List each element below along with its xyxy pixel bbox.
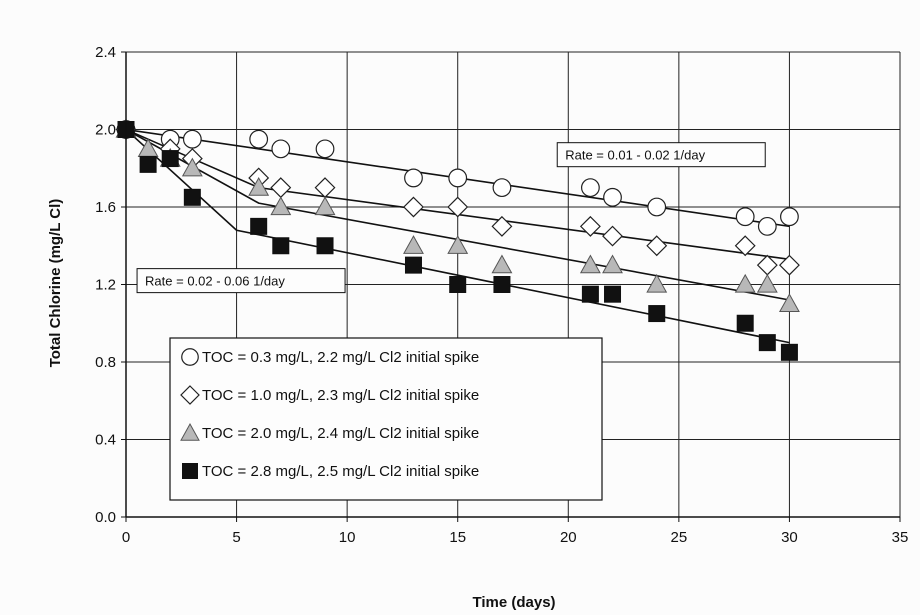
- data-point-series-1: [404, 168, 423, 188]
- legend-entry: TOC = 2.0 mg/L, 2.4 mg/L Cl2 initial spi…: [180, 422, 479, 442]
- data-point-series-2: [646, 235, 668, 257]
- data-point-series-2: [491, 215, 513, 237]
- data-point-series-3: [491, 254, 513, 274]
- y-tick-label: 1.6: [95, 199, 116, 216]
- rate-annotation: Rate = 0.02 - 0.06 1/day: [136, 268, 346, 294]
- x-tick-label: 15: [449, 529, 466, 546]
- data-point-series-3: [270, 196, 292, 216]
- y-tick-label: 2.0: [95, 122, 116, 139]
- data-point-series-4: [272, 237, 290, 255]
- legend-entry: TOC = 1.0 mg/L, 2.3 mg/L Cl2 initial spi…: [180, 385, 479, 405]
- x-tick-label: 10: [339, 529, 356, 546]
- data-point-series-1: [315, 139, 335, 159]
- data-point-series-2: [403, 196, 424, 218]
- legend-entry: TOC = 0.3 mg/L, 2.2 mg/L Cl2 initial spi…: [181, 348, 479, 366]
- y-tick-label: 0.8: [95, 354, 116, 371]
- rate-annotation-box: [136, 268, 346, 294]
- data-point-series-1: [735, 207, 755, 227]
- data-point-series-1: [448, 168, 468, 188]
- data-point-series-1: [647, 197, 667, 217]
- data-point-series-1: [603, 187, 622, 207]
- legend-label: TOC = 0.3 mg/L, 2.2 mg/L Cl2 initial spi…: [202, 349, 479, 366]
- data-point-series-4: [161, 150, 179, 168]
- data-point-series-4: [758, 334, 776, 352]
- legend: TOC = 0.3 mg/L, 2.2 mg/L Cl2 initial spi…: [169, 337, 603, 501]
- data-point-series-2: [602, 225, 623, 247]
- data-point-series-4: [493, 276, 511, 293]
- rate-annotation-text: Rate = 0.01 - 0.02 1/day: [565, 148, 705, 163]
- y-tick-label: 2.4: [95, 44, 116, 61]
- y-tick-label: 1.2: [95, 277, 116, 294]
- data-points: [115, 118, 800, 361]
- rate-annotation: Rate = 0.01 - 0.02 1/day: [556, 142, 766, 168]
- data-point-series-4: [183, 188, 201, 206]
- data-point-series-1: [271, 139, 291, 159]
- legend-marker: [182, 463, 198, 479]
- data-point-series-2: [270, 177, 292, 199]
- data-point-series-3: [248, 176, 270, 196]
- data-point-series-1: [581, 178, 600, 198]
- data-point-series-4: [780, 343, 798, 361]
- legend-label: TOC = 1.0 mg/L, 2.3 mg/L Cl2 initial spi…: [202, 387, 479, 404]
- data-point-series-1: [182, 129, 202, 149]
- data-point-series-4: [736, 314, 754, 332]
- axes: 0 5 10 15 20 25 30 35 0.0 0.4 0.8 1.2 1.6 2.0 2.4: [95, 44, 908, 546]
- data-point-series-1: [492, 178, 512, 198]
- data-point-series-3: [756, 273, 778, 293]
- data-point-series-3: [734, 273, 756, 293]
- y-tick-label: 0.4: [95, 432, 116, 449]
- data-point-series-2: [314, 177, 336, 199]
- data-point-series-2: [447, 196, 469, 218]
- x-axis-title: Time (days): [472, 594, 555, 611]
- data-point-series-4: [250, 217, 268, 235]
- data-point-series-4: [648, 305, 666, 323]
- y-axis-title: Total Chlorine (mg/L Cl): [47, 199, 64, 368]
- x-tick-label: 20: [560, 529, 577, 546]
- data-point-series-2: [734, 235, 756, 257]
- data-point-series-3: [181, 157, 203, 177]
- data-point-series-3: [314, 196, 336, 216]
- legend-marker: [180, 385, 200, 405]
- data-point-series-3: [778, 293, 800, 313]
- x-tick-label: 30: [781, 529, 798, 546]
- annotations: Rate = 0.01 - 0.02 1/day Rate = 0.02 - 0.…: [136, 142, 766, 294]
- data-point-series-4: [604, 285, 622, 303]
- legend-marker: [181, 348, 199, 366]
- data-point-series-3: [646, 273, 668, 293]
- data-point-series-3: [403, 235, 424, 254]
- data-point-series-3: [447, 235, 469, 254]
- data-point-series-4: [316, 237, 334, 255]
- x-tick-label: 0: [122, 529, 130, 546]
- legend-label: TOC = 2.0 mg/L, 2.4 mg/L Cl2 initial spi…: [202, 425, 479, 442]
- rate-annotation-box: [556, 142, 766, 168]
- data-point-series-4: [581, 285, 599, 303]
- data-point-series-1: [249, 129, 269, 149]
- x-tick-label: 35: [892, 529, 909, 546]
- y-tick-label: 0.0: [95, 509, 116, 526]
- data-point-series-2: [756, 254, 778, 276]
- x-tick-label: 25: [671, 529, 688, 546]
- data-point-series-2: [579, 215, 601, 237]
- data-point-series-4: [404, 256, 422, 274]
- data-point-series-3: [602, 254, 623, 274]
- data-point-series-4: [139, 155, 157, 173]
- legend-marker: [180, 422, 200, 441]
- legend-box: [169, 337, 603, 501]
- data-point-series-4: [449, 276, 467, 293]
- data-point-series-1: [757, 216, 777, 236]
- legend-label: TOC = 2.8 mg/L, 2.5 mg/L Cl2 initial spi…: [202, 463, 479, 480]
- data-point-series-2: [778, 254, 800, 276]
- rate-annotation-text: Rate = 0.02 - 0.06 1/day: [145, 274, 285, 289]
- data-point-series-3: [579, 254, 601, 274]
- legend-entry: TOC = 2.8 mg/L, 2.5 mg/L Cl2 initial spi…: [182, 463, 479, 480]
- x-tick-label: 5: [232, 529, 240, 546]
- data-point-series-1: [780, 207, 799, 227]
